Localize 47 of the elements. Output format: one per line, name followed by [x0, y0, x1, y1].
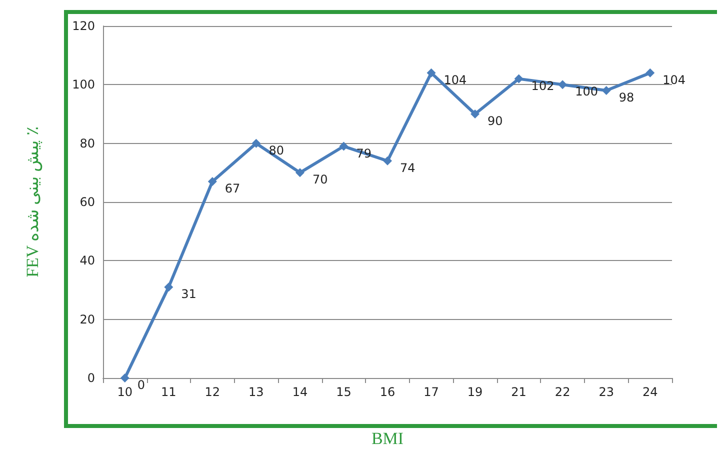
- point: [383, 156, 392, 166]
- point: [470, 110, 480, 118]
- data-label: 31: [181, 287, 196, 302]
- y-tick-label: 40: [80, 254, 95, 268]
- point: [164, 282, 174, 292]
- y-tick-label: 80: [80, 136, 95, 150]
- point: [339, 142, 348, 151]
- data-label: 104: [662, 72, 686, 87]
- point: [514, 74, 524, 84]
- x-tick-label: 17: [424, 385, 439, 399]
- point: [120, 374, 130, 382]
- x-tick-label: 16: [380, 385, 396, 399]
- x-tick-label: 24: [642, 385, 658, 399]
- point: [426, 68, 436, 78]
- data-label: 90: [488, 114, 503, 128]
- point: [208, 176, 217, 186]
- point: [295, 168, 304, 178]
- data-label: 100: [575, 84, 598, 99]
- point: [602, 86, 611, 96]
- data-label: 102: [531, 78, 554, 93]
- y-tick-label: 0: [87, 371, 95, 385]
- x-tick-label: 19: [467, 385, 483, 399]
- point: [252, 138, 261, 148]
- data-label: 80: [268, 143, 284, 158]
- x-axis-title: BMI: [371, 429, 404, 448]
- data-label: 74: [400, 160, 416, 175]
- x-tick-label: 12: [204, 385, 220, 399]
- x-tick-label: 22: [554, 385, 570, 399]
- x-tick-label: 10: [117, 385, 133, 399]
- y-tick-label: 120: [72, 19, 95, 33]
- point: [646, 68, 655, 78]
- data-label: 0: [137, 378, 146, 392]
- data-label: 98: [618, 90, 634, 105]
- data-label: 104: [444, 72, 467, 87]
- y-tick-label: 100: [72, 78, 95, 92]
- x-tick-label: 11: [161, 385, 176, 399]
- x-tick-label: 21: [511, 385, 526, 399]
- x-tick-label: 23: [598, 385, 614, 399]
- x-tick-label: 13: [248, 385, 264, 399]
- data-label: 67: [224, 181, 240, 196]
- y-tick-label: 20: [80, 312, 95, 326]
- data-label: 70: [312, 172, 328, 187]
- y-tick-label: 60: [80, 195, 95, 209]
- y-axis-title: FEV پیش بینی شده ٪: [23, 126, 43, 278]
- x-tick-label: 14: [292, 385, 308, 399]
- point: [558, 80, 568, 90]
- x-tick-label: 15: [336, 385, 352, 399]
